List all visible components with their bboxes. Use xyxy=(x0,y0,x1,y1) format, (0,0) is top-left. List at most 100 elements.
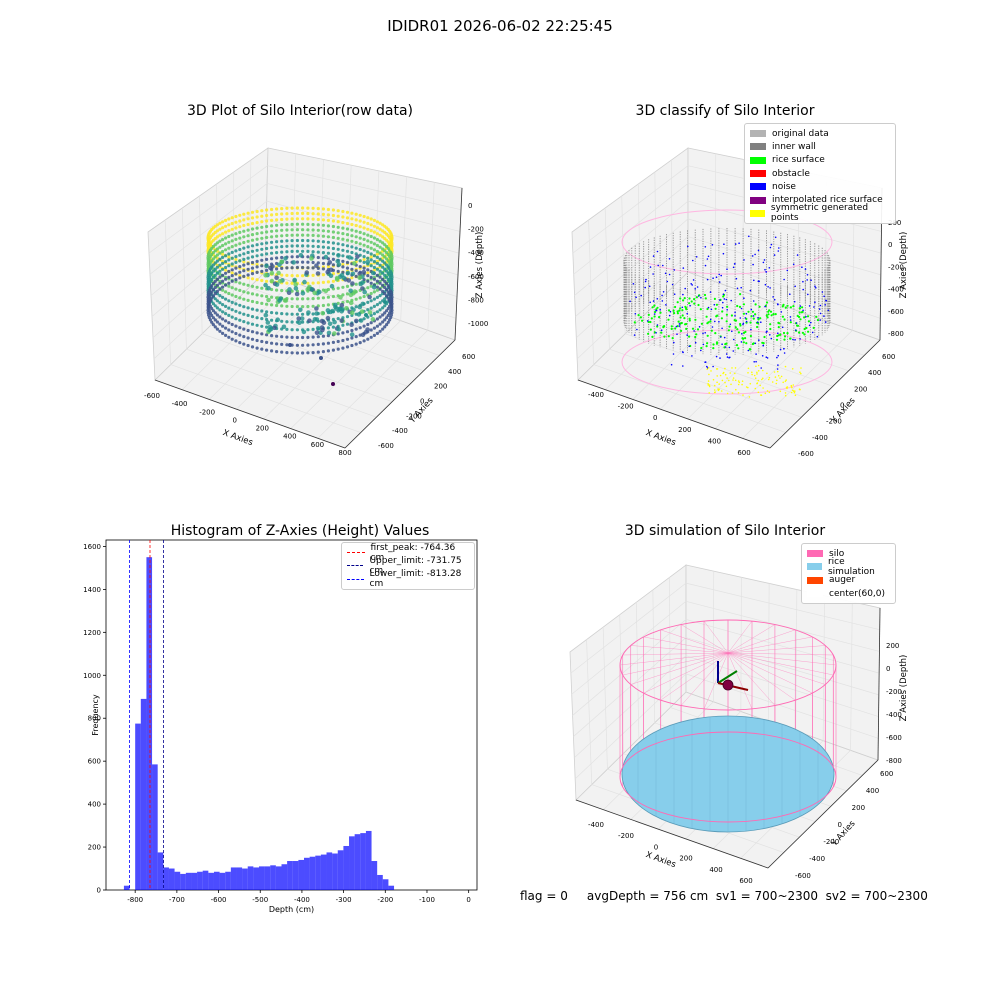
raw-data-point xyxy=(285,233,289,237)
raw-data-point xyxy=(224,260,228,264)
raw-data-point xyxy=(234,294,238,299)
raw-data-point xyxy=(215,299,219,303)
histogram-bar xyxy=(292,861,299,890)
legend-swatch xyxy=(807,590,823,598)
rice-surface-point xyxy=(745,342,748,345)
raw-data-point xyxy=(265,213,269,218)
symmetric-point xyxy=(724,373,727,376)
raw-data-point xyxy=(285,228,289,232)
raw-data-point xyxy=(275,350,279,354)
raw-data-point xyxy=(347,255,352,260)
symmetric-point xyxy=(784,392,787,394)
raw-data-point xyxy=(215,247,219,251)
symmetric-point xyxy=(791,386,793,389)
raw-data-point xyxy=(311,281,315,285)
raw-data-point xyxy=(285,327,289,331)
raw-data-point xyxy=(390,267,394,271)
raw-data-point xyxy=(213,285,217,290)
raw-data-point xyxy=(331,246,335,251)
raw-data-point xyxy=(218,227,222,231)
raw-data-point xyxy=(316,296,320,300)
rice-surface-point xyxy=(650,317,653,320)
raw-data-point xyxy=(246,262,250,266)
raw-data-point xyxy=(369,246,373,250)
raw-data-point xyxy=(285,273,289,277)
raw-data-point xyxy=(242,297,246,301)
grid-line xyxy=(609,348,802,418)
raw-data-point xyxy=(260,332,264,336)
raw-data-point xyxy=(275,207,279,211)
symmetric-point xyxy=(732,379,734,381)
raw-outlier-point xyxy=(319,356,323,360)
noise-point xyxy=(729,356,731,359)
raw-data-point xyxy=(242,218,246,222)
raw-3d-plot: -600-400-2000200400600800-600-400-200020… xyxy=(144,147,488,457)
raw-data-point xyxy=(350,217,354,221)
raw-data-point xyxy=(207,313,211,317)
rice-surface-point xyxy=(750,315,753,318)
grid-line xyxy=(671,159,673,288)
noise-point xyxy=(704,264,707,267)
raw-data-point xyxy=(311,250,315,254)
noise-point xyxy=(668,314,671,317)
symmetric-point xyxy=(790,385,793,388)
noise-point xyxy=(783,348,785,350)
raw-data-point xyxy=(327,321,333,327)
raw-data-point xyxy=(207,303,211,307)
symmetric-point xyxy=(707,383,709,385)
noise-point xyxy=(757,317,759,319)
raw-data-point xyxy=(234,272,238,276)
histogram-bar xyxy=(202,870,209,890)
raw-data-point xyxy=(361,269,367,275)
raw-data-point xyxy=(246,217,250,221)
raw-data-point xyxy=(215,265,219,269)
rice-surface-point xyxy=(815,315,818,318)
raw-data-point xyxy=(270,251,274,255)
rice-surface-point xyxy=(803,316,806,319)
noise-point xyxy=(711,244,714,246)
raw-data-point xyxy=(210,320,214,324)
rice-surface-point xyxy=(667,335,670,338)
raw-data-point xyxy=(375,243,379,248)
noise-point xyxy=(789,316,792,318)
rice-surface-point xyxy=(680,321,683,325)
rice-surface-point xyxy=(720,317,724,320)
raw-data-point xyxy=(350,222,354,227)
raw-data-point xyxy=(213,311,217,315)
silo-roof-wire xyxy=(660,652,729,701)
histogram-legend: first_peak: -764.36 cm Upper_limit: -731.… xyxy=(341,542,475,590)
noise-point xyxy=(753,279,755,282)
raw-data-point xyxy=(295,260,299,264)
raw-data-point xyxy=(275,240,279,244)
grid-line xyxy=(572,619,687,716)
rice-surface-point xyxy=(801,306,804,309)
raw-data-point xyxy=(255,226,259,230)
raw-data-point xyxy=(331,340,335,344)
rice-surface-point xyxy=(694,335,697,339)
raw-data-point xyxy=(341,209,345,214)
noise-point xyxy=(672,353,675,355)
noise-point xyxy=(753,361,755,363)
raw-data-point xyxy=(285,266,289,270)
raw-data-point xyxy=(213,261,217,265)
raw-data-point xyxy=(301,233,305,237)
raw-data-point xyxy=(372,304,376,308)
raw-data-point xyxy=(215,283,219,287)
raw-data-point xyxy=(321,350,325,354)
raw-data-point xyxy=(331,241,335,245)
raw-y-tick-label: 600 xyxy=(462,353,475,361)
raw-data-point xyxy=(323,288,329,294)
raw-data-point xyxy=(260,278,264,283)
raw-data-point xyxy=(206,311,210,315)
raw-data-point xyxy=(255,316,259,320)
legend-label: obstacle xyxy=(772,168,810,179)
raw-data-point xyxy=(320,310,326,316)
raw-data-point xyxy=(218,221,222,225)
raw-data-point xyxy=(311,233,315,237)
raw-data-point xyxy=(250,322,255,326)
raw-data-point xyxy=(378,227,382,231)
symmetric-point xyxy=(742,394,744,396)
noise-point xyxy=(636,328,638,331)
grid-line xyxy=(164,219,172,365)
legend-swatch xyxy=(750,143,766,151)
